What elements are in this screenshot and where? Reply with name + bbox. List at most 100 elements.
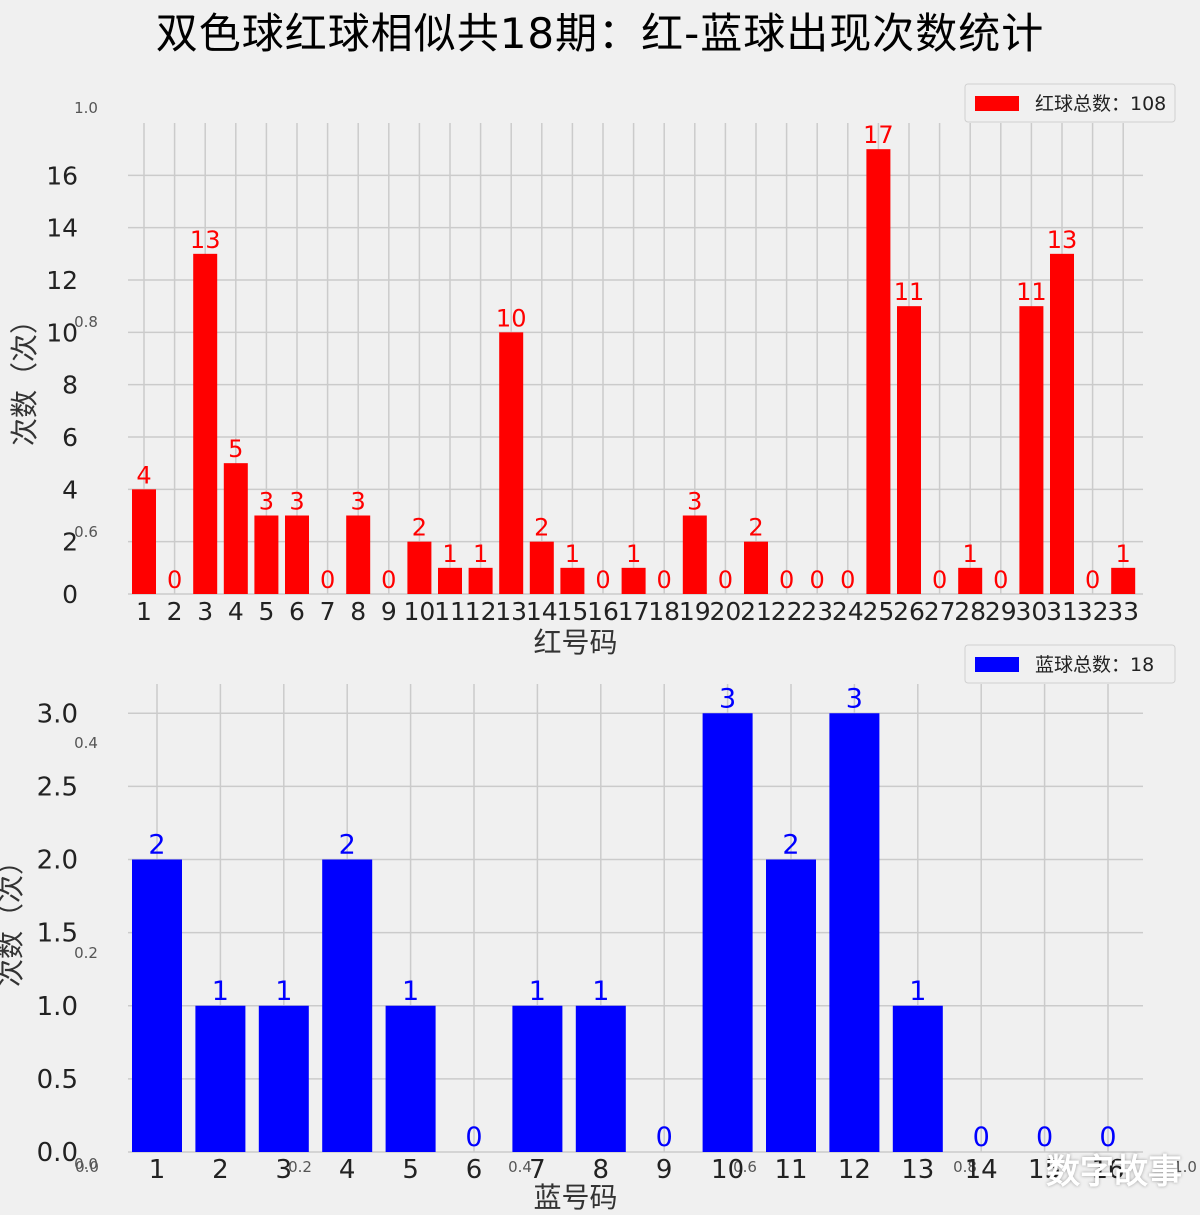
y-tick-label: 12 [46, 266, 78, 295]
x-tick-label: 14 [526, 597, 558, 626]
y-tick-label: 14 [46, 214, 78, 243]
bar [407, 541, 432, 594]
bar-value-label: 0 [1036, 1122, 1053, 1153]
x-tick-label: 12 [838, 1155, 871, 1185]
bar-value-label: 11 [1016, 278, 1047, 306]
bar-value-label: 17 [863, 121, 894, 149]
bar [529, 541, 554, 594]
x-tick-label: 8 [593, 1155, 610, 1185]
bar-value-label: 0 [779, 566, 794, 594]
bar [385, 1005, 436, 1152]
bar-value-label: 0 [932, 566, 947, 594]
bar-value-label: 2 [534, 514, 549, 542]
bar-value-label: 0 [167, 566, 182, 594]
ghost-x-tick: 0.8 [953, 1158, 977, 1176]
bar-value-label: 3 [259, 488, 274, 516]
ghost-y-tick: 0.2 [74, 944, 98, 962]
x-tick-label: 4 [228, 597, 244, 626]
bar [575, 1005, 626, 1152]
y-tick-label: 2 [62, 528, 78, 557]
legend-swatch [975, 657, 1019, 672]
bar [195, 1005, 246, 1152]
legend-label: 红球总数：108 [1035, 93, 1166, 115]
x-tick-label: 16 [587, 597, 619, 626]
x-tick-label: 16 [1091, 1155, 1124, 1185]
watermark: 数字故事 [1046, 1152, 1182, 1192]
bar [223, 463, 248, 594]
bar [438, 567, 462, 594]
bar-value-label: 3 [351, 488, 366, 516]
y-tick-label: 2.0 [37, 846, 78, 876]
bar-value-label: 13 [1047, 226, 1078, 254]
x-tick-label: 23 [801, 597, 833, 626]
bar [766, 859, 816, 1152]
x-tick-label: 11 [434, 597, 466, 626]
ghost-y-tick: 0.6 [74, 523, 98, 541]
y-tick-label: 1.0 [37, 992, 78, 1022]
legend: 蓝球总数：18 [964, 644, 1176, 684]
bar [621, 567, 646, 594]
bar [254, 515, 279, 594]
bar-value-label: 0 [595, 566, 610, 594]
ghost-y-tick: 1.0 [74, 99, 98, 117]
x-tick-label: 10 [403, 597, 435, 626]
bar-value-label: 0 [973, 1122, 990, 1153]
y-axis-label: 次数（次） [0, 847, 27, 987]
bar-value-label: 3 [846, 683, 863, 714]
bar [1111, 567, 1136, 594]
bar-value-label: 0 [810, 566, 825, 594]
x-tick-label: 33 [1107, 597, 1139, 626]
x-tick-label: 8 [350, 597, 366, 626]
bar [829, 713, 880, 1152]
ghost-x-tick: 0.2 [288, 1158, 312, 1176]
x-tick-label: 26 [893, 597, 925, 626]
bar-value-label: 4 [136, 461, 151, 489]
bar [285, 515, 309, 594]
x-tick-label: 13 [901, 1155, 934, 1185]
ghost-y-tick: 0.0 [74, 1155, 98, 1173]
ghost-x-tick: 1.0 [1173, 1158, 1197, 1176]
bar-value-label: 1 [626, 540, 641, 568]
bar-value-label: 2 [748, 514, 763, 542]
x-tick-label: 18 [648, 597, 680, 626]
bar-value-label: 3 [687, 488, 702, 516]
bar [866, 149, 891, 594]
y-tick-label: 6 [62, 423, 78, 452]
x-axis-label: 红号码 [533, 626, 617, 659]
ghost-y-tick: 0.4 [74, 734, 98, 752]
bar-value-label: 0 [993, 566, 1008, 594]
y-tick-label: 3.0 [37, 699, 78, 729]
legend-label: 蓝球总数：18 [1035, 654, 1154, 676]
bar-value-label: 0 [656, 1122, 673, 1153]
bar-value-label: 5 [228, 435, 243, 463]
blue-ball-chart: 0.00.51.01.52.02.53.02112132415061718093… [0, 644, 1176, 1214]
x-tick-label: 1 [136, 597, 152, 626]
bar-value-label: 1 [909, 976, 926, 1007]
bar [193, 253, 218, 595]
y-tick-label: 0.5 [37, 1065, 78, 1095]
ghost-axis-layer: 0.0 0.2 0.4 0.6 0.8 1.00.00.20.40.60.81.0 [74, 99, 1197, 1176]
y-tick-label: 4 [62, 475, 78, 504]
x-tick-label: 6 [289, 597, 305, 626]
bar-value-label: 2 [412, 514, 427, 542]
x-tick-label: 20 [709, 597, 741, 626]
bar-value-label: 0 [657, 566, 672, 594]
bar-value-label: 3 [289, 488, 304, 516]
bar [258, 1005, 309, 1152]
x-tick-label: 7 [320, 597, 336, 626]
x-tick-label: 7 [529, 1155, 546, 1185]
ghost-x-tick: 0.4 [508, 1158, 532, 1176]
x-tick-label: 13 [495, 597, 527, 626]
x-tick-label: 2 [212, 1155, 229, 1185]
bar-value-label: 1 [212, 976, 229, 1007]
ghost-y-tick: 0.8 [74, 313, 98, 331]
bar [1019, 306, 1044, 594]
bar [322, 859, 373, 1152]
bar-value-label: 2 [782, 830, 799, 861]
x-tick-label: 15 [1028, 1155, 1061, 1185]
legend: 红球总数：108 [964, 83, 1176, 123]
y-axis-label: 次数（次） [8, 306, 41, 446]
bar-value-label: 0 [381, 566, 396, 594]
x-tick-label: 24 [832, 597, 864, 626]
